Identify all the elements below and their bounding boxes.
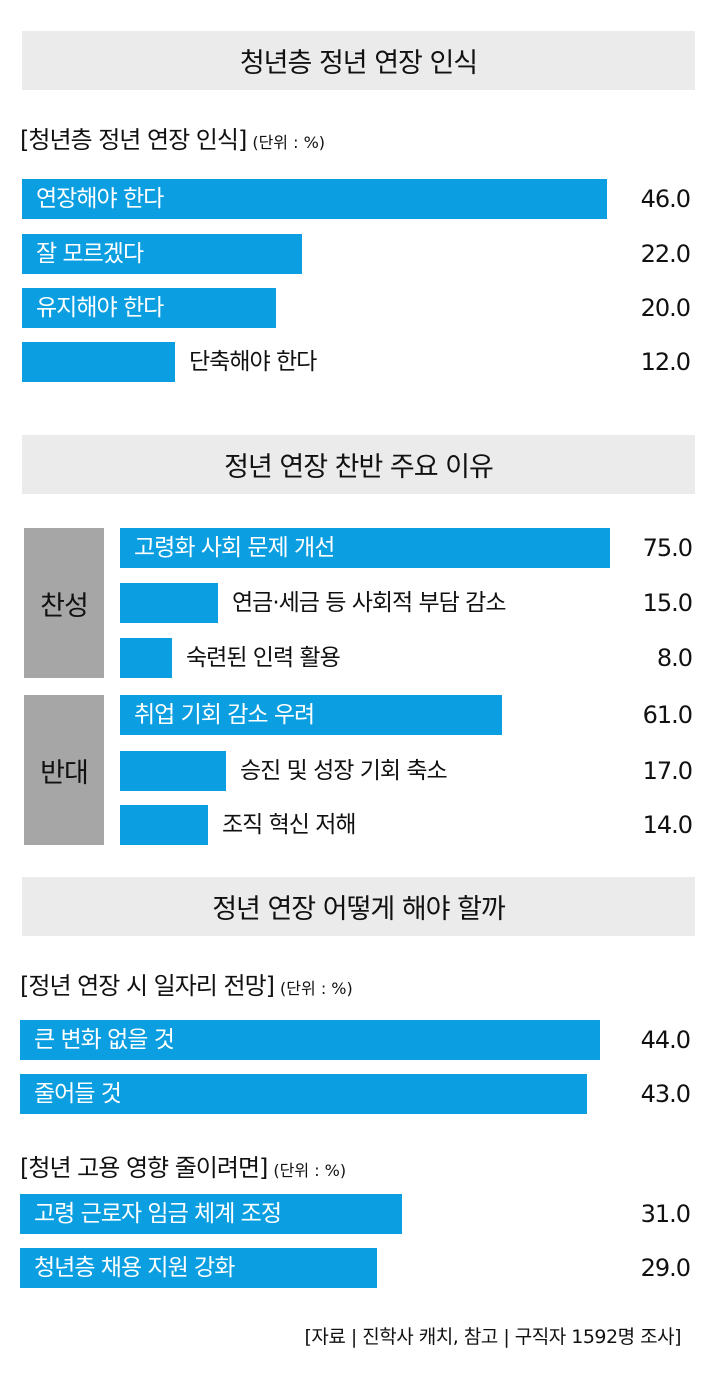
bar-label: 고령 근로자 임금 체계 조정 [34, 1201, 282, 1227]
bar-value: 15.0 [642, 589, 693, 617]
bar-label: 잘 모르겠다 [36, 241, 144, 267]
bar-value: 44.0 [640, 1026, 691, 1054]
bar-label: 숙련된 인력 활용 [186, 645, 341, 671]
bar [20, 1248, 377, 1288]
bar-value: 61.0 [642, 701, 693, 729]
source-note: [자료 | 진학사 캐치, 참고 | 구직자 1592명 조사] [304, 1326, 681, 1348]
bar-value: 22.0 [640, 240, 691, 268]
bar [120, 751, 226, 791]
group-oppose: 반대 [24, 695, 104, 845]
bar-label: 큰 변화 없을 것 [34, 1027, 175, 1053]
unit-label: (단위 : %) [273, 1161, 347, 1180]
bar-value: 12.0 [640, 348, 691, 376]
bar [120, 528, 610, 568]
bar [20, 1074, 587, 1114]
bar-value: 31.0 [640, 1200, 691, 1228]
bar [20, 1020, 600, 1060]
subtitle-text: [정년 연장 시 일자리 전망] [20, 972, 275, 1000]
subtitle-text: [청년층 정년 연장 인식] [20, 126, 247, 154]
bar-value: 14.0 [642, 811, 693, 839]
subtitle-perception: [청년층 정년 연장 인식] (단위 : %) [20, 120, 325, 155]
bar [22, 179, 607, 219]
bar [120, 805, 208, 845]
bar [120, 638, 172, 678]
bar-label: 줄어들 것 [34, 1081, 122, 1107]
subtitle-youth: [청년 고용 영향 줄이려면] (단위 : %) [20, 1148, 346, 1183]
unit-label: (단위 : %) [280, 979, 353, 998]
bar [22, 234, 302, 274]
bar-label: 연장해야 한다 [36, 186, 164, 212]
bar-label: 취업 기회 감소 우려 [134, 702, 315, 728]
subtitle-jobs: [정년 연장 시 일자리 전망] (단위 : %) [20, 966, 353, 1001]
section-header-perception: 청년층 정년 연장 인식 [22, 31, 695, 90]
bar [120, 583, 218, 623]
unit-label: (단위 : %) [252, 133, 326, 152]
bar-label: 유지해야 한다 [36, 295, 164, 321]
bar-label: 연금·세금 등 사회적 부담 감소 [232, 590, 506, 616]
bar [22, 288, 276, 328]
bar-label: 청년층 채용 지원 강화 [34, 1255, 235, 1281]
bar-label: 승진 및 성장 기회 축소 [240, 758, 448, 784]
bar-value: 29.0 [640, 1254, 691, 1282]
group-agree: 찬성 [24, 528, 104, 678]
bar [22, 342, 175, 382]
bar-value: 46.0 [640, 185, 691, 213]
section-header-reasons: 정년 연장 찬반 주요 이유 [22, 435, 695, 494]
bar-value: 17.0 [642, 757, 693, 785]
bar [20, 1194, 402, 1234]
bar [120, 695, 502, 735]
bar-label: 고령화 사회 문제 개선 [134, 535, 335, 561]
bar-label: 조직 혁신 저해 [222, 812, 357, 838]
bar-value: 43.0 [640, 1080, 691, 1108]
subtitle-text: [청년 고용 영향 줄이려면] [20, 1154, 268, 1182]
section-header-howto: 정년 연장 어떻게 해야 할까 [22, 877, 695, 936]
bar-label: 단축해야 한다 [189, 349, 317, 375]
bar-value: 75.0 [642, 534, 693, 562]
bar-value: 8.0 [656, 644, 693, 672]
bar-value: 20.0 [640, 294, 691, 322]
